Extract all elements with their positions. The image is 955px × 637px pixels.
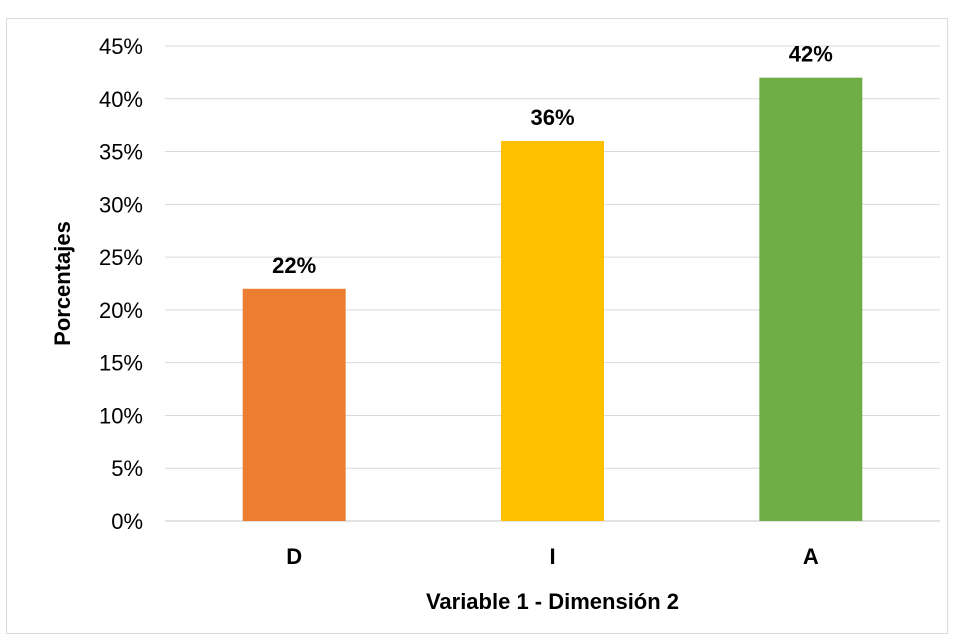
- bar-i: [501, 141, 604, 521]
- data-label: 36%: [530, 105, 574, 130]
- y-tick-label: 30%: [99, 192, 143, 217]
- x-axis-title: Variable 1 - Dimensión 2: [426, 589, 679, 614]
- y-tick-label: 5%: [111, 456, 143, 481]
- y-tick-label: 35%: [99, 140, 143, 165]
- y-tick-label: 45%: [99, 34, 143, 59]
- x-category-label: I: [549, 544, 555, 569]
- bar-d: [242, 288, 346, 521]
- y-axis-ticks: 0% 5% 10% 15% 20% 25% 30% 35% 40% 45%: [99, 34, 143, 534]
- y-tick-label: 40%: [99, 87, 143, 112]
- y-axis-title: Porcentajes: [50, 221, 75, 346]
- bars: [242, 77, 863, 522]
- x-category-label: A: [803, 544, 819, 569]
- data-label: 22%: [272, 253, 316, 278]
- bar-a: [759, 77, 863, 522]
- data-labels: 22% 36% 42%: [272, 42, 833, 278]
- y-tick-label: 25%: [99, 245, 143, 270]
- y-tick-label: 0%: [111, 509, 143, 534]
- data-label: 42%: [789, 42, 833, 67]
- x-category-label: D: [286, 544, 302, 569]
- y-tick-label: 15%: [99, 351, 143, 376]
- y-tick-label: 10%: [99, 403, 143, 428]
- y-tick-label: 20%: [99, 298, 143, 323]
